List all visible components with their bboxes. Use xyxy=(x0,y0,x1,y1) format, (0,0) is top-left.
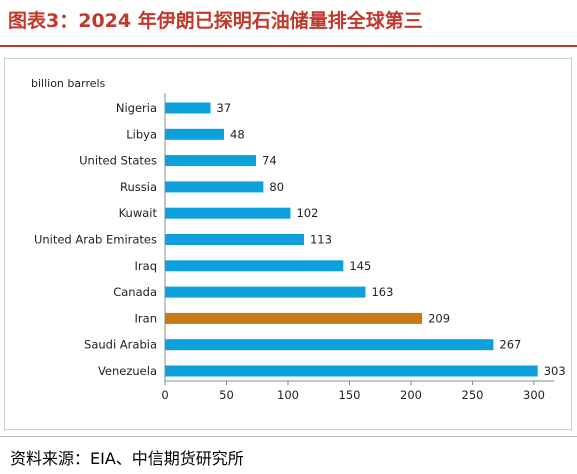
data-label-iraq: 145 xyxy=(349,259,371,273)
x-tick-label-150: 150 xyxy=(339,388,361,402)
bar-united-arab-emirates xyxy=(165,234,304,245)
data-label-libya: 48 xyxy=(230,127,245,141)
data-label-canada: 163 xyxy=(371,285,393,299)
category-label-iraq: Iraq xyxy=(135,259,157,273)
bar-nigeria xyxy=(165,102,211,114)
category-label-united-states: United States xyxy=(79,154,157,168)
data-label-kuwait: 102 xyxy=(296,206,318,220)
title-divider xyxy=(0,45,577,47)
chart-container: billion barrels Nigeria 37 Libya 48 United St… xyxy=(4,58,572,430)
source-divider xyxy=(0,436,577,437)
data-label-nigeria: 37 xyxy=(217,101,232,115)
x-tick-label-200: 200 xyxy=(400,388,422,402)
category-label-canada: Canada xyxy=(113,285,157,299)
category-label-saudi-arabia: Saudi Arabia xyxy=(84,338,157,352)
data-label-russia: 80 xyxy=(269,180,284,194)
bar-chart: billion barrels Nigeria 37 Libya 48 United St… xyxy=(31,77,566,402)
x-tick-label-250: 250 xyxy=(462,388,484,402)
unit-label: billion barrels xyxy=(31,77,106,90)
bar-iraq xyxy=(165,260,344,272)
bar-kuwait xyxy=(165,207,291,219)
data-label-venezuela: 303 xyxy=(544,364,566,378)
bar-venezuela xyxy=(165,365,538,377)
category-label-venezuela: Venezuela xyxy=(98,364,157,378)
category-label-russia: Russia xyxy=(120,180,157,194)
category-label-kuwait: Kuwait xyxy=(119,206,158,220)
chart-title: 图表3：2024 年伊朗已探明石油储量排全球第三 xyxy=(8,10,423,32)
data-label-united-states: 74 xyxy=(262,154,277,168)
bar-iran xyxy=(165,312,423,324)
data-label-united-arab-emirates: 113 xyxy=(310,233,332,247)
bar-libya xyxy=(165,128,225,140)
source-note: 资料来源：EIA、中信期货研究所 xyxy=(10,449,244,468)
bar-saudi-arabia xyxy=(165,339,494,351)
bar-united-states xyxy=(165,155,257,167)
category-label-nigeria: Nigeria xyxy=(116,101,157,115)
category-label-united-arab-emirates: United Arab Emirates xyxy=(34,233,157,247)
data-label-saudi-arabia: 267 xyxy=(499,338,521,352)
x-tick-label-300: 300 xyxy=(523,388,545,402)
x-tick-label-0: 0 xyxy=(161,388,168,402)
data-label-iran: 209 xyxy=(428,311,450,325)
category-label-iran: Iran xyxy=(135,311,157,325)
x-tick-label-100: 100 xyxy=(277,388,299,402)
x-tick-label-50: 50 xyxy=(219,388,234,402)
bar-canada xyxy=(165,286,366,298)
category-label-libya: Libya xyxy=(126,127,157,141)
bar-russia xyxy=(165,181,264,193)
